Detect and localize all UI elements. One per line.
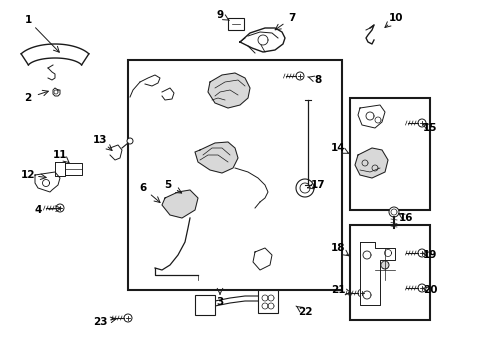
Text: 6: 6 [139,183,146,193]
Polygon shape [357,105,384,128]
Bar [349,225,429,320]
Text: 21: 21 [330,285,345,295]
Text: 13: 13 [93,135,107,145]
Text: 1: 1 [24,15,32,25]
Bar [349,98,429,210]
Text: 11: 11 [53,150,67,160]
Circle shape [295,72,304,80]
Text: 12: 12 [20,170,35,180]
Text: 8: 8 [314,75,321,85]
Circle shape [417,249,425,257]
Text: 5: 5 [164,180,171,190]
Bar [128,60,341,290]
Text: 19: 19 [422,250,436,260]
Circle shape [357,289,365,297]
Polygon shape [359,242,394,305]
Bar [258,290,278,313]
Polygon shape [207,73,249,108]
Polygon shape [162,190,198,218]
Circle shape [417,284,425,292]
Text: 10: 10 [388,13,403,23]
Text: 16: 16 [398,213,412,223]
Text: 15: 15 [422,123,436,133]
Text: 14: 14 [330,143,345,153]
Text: 9: 9 [216,10,223,20]
Text: 20: 20 [422,285,436,295]
Polygon shape [35,172,60,192]
Bar [227,18,244,30]
Text: 3: 3 [216,297,223,307]
Circle shape [127,138,133,144]
Polygon shape [354,148,387,178]
Text: 4: 4 [34,205,41,215]
Circle shape [380,261,388,269]
Text: 17: 17 [310,180,325,190]
Circle shape [56,204,64,212]
Text: 2: 2 [24,93,32,103]
Circle shape [124,314,132,322]
Text: 23: 23 [93,317,107,327]
Polygon shape [195,142,238,173]
Bar [195,295,215,315]
Circle shape [388,207,398,217]
Text: 18: 18 [330,243,345,253]
Text: 7: 7 [288,13,295,23]
Text: 22: 22 [297,307,312,317]
Circle shape [417,119,425,127]
